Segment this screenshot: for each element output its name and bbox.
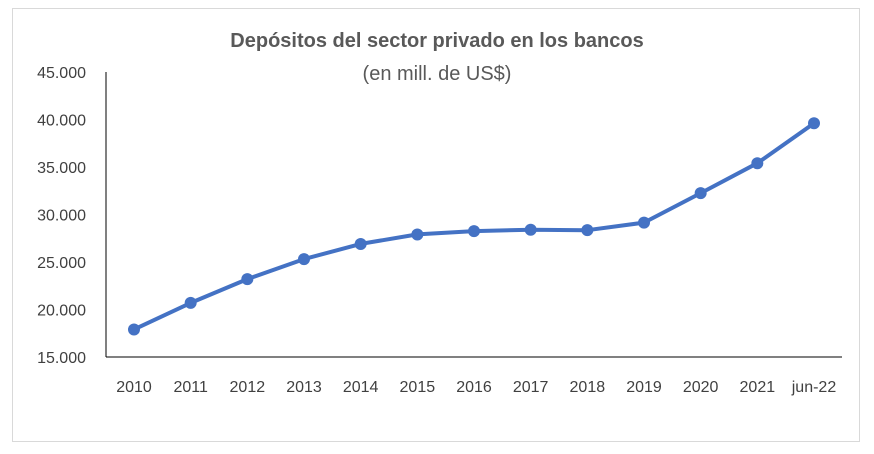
x-tick-label: 2017 bbox=[513, 379, 549, 396]
y-axis: 15.000 20.000 25.000 30.000 35.000 40.000 45.0… bbox=[37, 65, 107, 367]
chart-title-block: Depósitos del sector privado en los banc… bbox=[0, 0, 874, 100]
series bbox=[128, 117, 820, 336]
x-tick-label: 2012 bbox=[230, 379, 266, 396]
data-point bbox=[751, 157, 764, 170]
x-tick-label: 2015 bbox=[400, 379, 436, 396]
data-point bbox=[468, 225, 480, 238]
y-tick-label: 40.000 bbox=[37, 113, 86, 130]
data-point bbox=[638, 216, 650, 229]
x-tick-label: 2016 bbox=[456, 379, 492, 396]
x-tick-label: 2018 bbox=[570, 379, 606, 396]
data-point bbox=[524, 223, 537, 236]
x-tick-label: 2014 bbox=[343, 379, 379, 396]
data-point bbox=[354, 237, 367, 250]
chart-title: Depósitos del sector privado en los banc… bbox=[230, 30, 644, 52]
x-tick-label: 2010 bbox=[116, 379, 152, 396]
x-tick-label: 2021 bbox=[740, 379, 776, 396]
y-tick-label: 15.000 bbox=[37, 350, 86, 367]
data-point bbox=[184, 296, 197, 309]
x-tick-label: jun-22 bbox=[791, 379, 837, 396]
x-axis: 2010 2011 2012 2013 2014 2015 2016 2017 2018 2019… bbox=[106, 356, 842, 396]
x-tick-label: 2019 bbox=[626, 379, 662, 396]
data-point bbox=[411, 228, 424, 241]
data-point bbox=[581, 224, 594, 237]
data-point bbox=[298, 253, 310, 266]
y-tick-label: 35.000 bbox=[37, 160, 86, 177]
data-point bbox=[128, 323, 140, 336]
x-tick-label: 2020 bbox=[683, 379, 719, 396]
x-tick-label: 2011 bbox=[173, 379, 208, 396]
chart-frame bbox=[12, 8, 860, 442]
data-point bbox=[808, 117, 820, 130]
data-point bbox=[241, 273, 254, 286]
y-tick-label: 20.000 bbox=[37, 303, 86, 320]
y-tick-label: 30.000 bbox=[37, 208, 86, 225]
x-tick-label: 2013 bbox=[286, 379, 322, 396]
y-tick-label: 45.000 bbox=[37, 65, 86, 82]
chart-subtitle: (en mill. de US$) bbox=[362, 63, 512, 85]
y-tick-label: 25.000 bbox=[37, 255, 86, 272]
data-point bbox=[694, 187, 707, 200]
